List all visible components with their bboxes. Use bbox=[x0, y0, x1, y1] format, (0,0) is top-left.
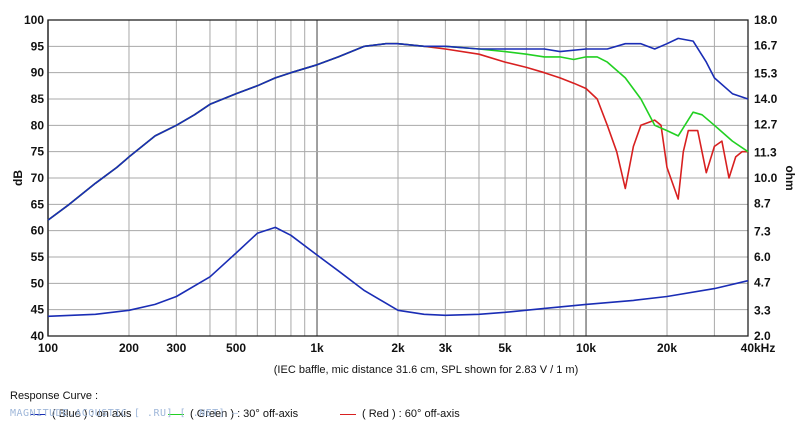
x-tick-label: 10k bbox=[576, 341, 596, 355]
plot-frame bbox=[47, 19, 749, 337]
y-tick-label: 45 bbox=[31, 303, 45, 317]
x-tick-label: 5k bbox=[498, 341, 512, 355]
y-tick-label: 95 bbox=[31, 39, 45, 53]
legend-title: Response Curve : bbox=[10, 390, 99, 402]
y2-tick-label: 11.3 bbox=[754, 145, 777, 159]
x-tick-label: 200 bbox=[119, 341, 139, 355]
x-tick-label: 500 bbox=[226, 341, 246, 355]
legend-swatch-red bbox=[340, 413, 356, 415]
x-tick-label: 3k bbox=[439, 341, 453, 355]
y-tick-label: 60 bbox=[31, 224, 45, 238]
y2-tick-label: 3.3 bbox=[754, 303, 771, 317]
x-tick-label: 300 bbox=[166, 341, 186, 355]
y2-tick-label: 16.7 bbox=[754, 39, 778, 53]
watermark-text: MAGNITUDE.ACOUSTIC [ .RU] [ .NET] — bbox=[10, 408, 239, 419]
y-tick-label: 80 bbox=[31, 118, 45, 132]
y-tick-label: 90 bbox=[31, 66, 45, 80]
y2-tick-label: 18.0 bbox=[754, 13, 778, 27]
y-tick-label: 85 bbox=[31, 92, 45, 106]
x-tick-label: 100 bbox=[38, 341, 58, 355]
legend-label-red: ( Red ) : 60° off-axis bbox=[362, 408, 460, 420]
y2-tick-label: 14.0 bbox=[754, 92, 778, 106]
y-tick-label: 50 bbox=[31, 276, 45, 290]
y2-tick-label: 10.0 bbox=[754, 171, 778, 185]
y2-tick-label: 15.3 bbox=[754, 66, 778, 80]
series-line-impedance bbox=[47, 226, 749, 318]
legend: Response Curve : ( Blue ) : on axis ( Gr… bbox=[0, 382, 800, 424]
x-tick-label: 2k bbox=[391, 341, 405, 355]
y-tick-label: 100 bbox=[24, 13, 44, 27]
legend-swatch-blue bbox=[30, 413, 46, 415]
y-tick-label: 75 bbox=[31, 145, 45, 159]
y2-tick-label: 6.0 bbox=[754, 250, 771, 264]
series-layer bbox=[47, 37, 749, 318]
y-tick-label: 65 bbox=[31, 197, 45, 211]
y2-tick-label: 4.7 bbox=[754, 276, 771, 290]
y2-tick-label: 12.7 bbox=[754, 118, 778, 132]
legend-item-red: ( Red ) : 60° off-axis bbox=[340, 408, 460, 420]
y2-tick-label: 7.3 bbox=[754, 224, 771, 238]
y2-tick-label: 8.7 bbox=[754, 197, 771, 211]
legend-label-green: ( Green ) : 30° off-axis bbox=[190, 408, 299, 420]
legend-item-blue: ( Blue ) : on axis bbox=[30, 408, 131, 420]
y-axis-title: dB bbox=[11, 170, 25, 186]
legend-item-green: ( Green ) : 30° off-axis bbox=[168, 408, 298, 420]
tick-labels: 100 200 300 500 1k 2k 3k 5k 10k 20k 40kHz 40 45 50 55 6… bbox=[24, 13, 778, 355]
series-line-1a2db5 bbox=[47, 37, 749, 221]
y-tick-label: 40 bbox=[31, 329, 45, 343]
legend-swatch-green bbox=[168, 413, 184, 415]
x-tick-label: 1k bbox=[310, 341, 324, 355]
y-tick-label: 55 bbox=[31, 250, 45, 264]
y-tick-label: 70 bbox=[31, 171, 45, 185]
chart-caption: (IEC baffle, mic distance 31.6 cm, SPL s… bbox=[274, 364, 578, 376]
legend-label-blue: ( Blue ) : on axis bbox=[52, 408, 132, 420]
y2-axis-title: ohm bbox=[783, 165, 797, 190]
x-tick-label: 40kHz bbox=[741, 341, 776, 355]
x-tick-label: 20k bbox=[657, 341, 677, 355]
y2-tick-label: 2.0 bbox=[754, 329, 771, 343]
